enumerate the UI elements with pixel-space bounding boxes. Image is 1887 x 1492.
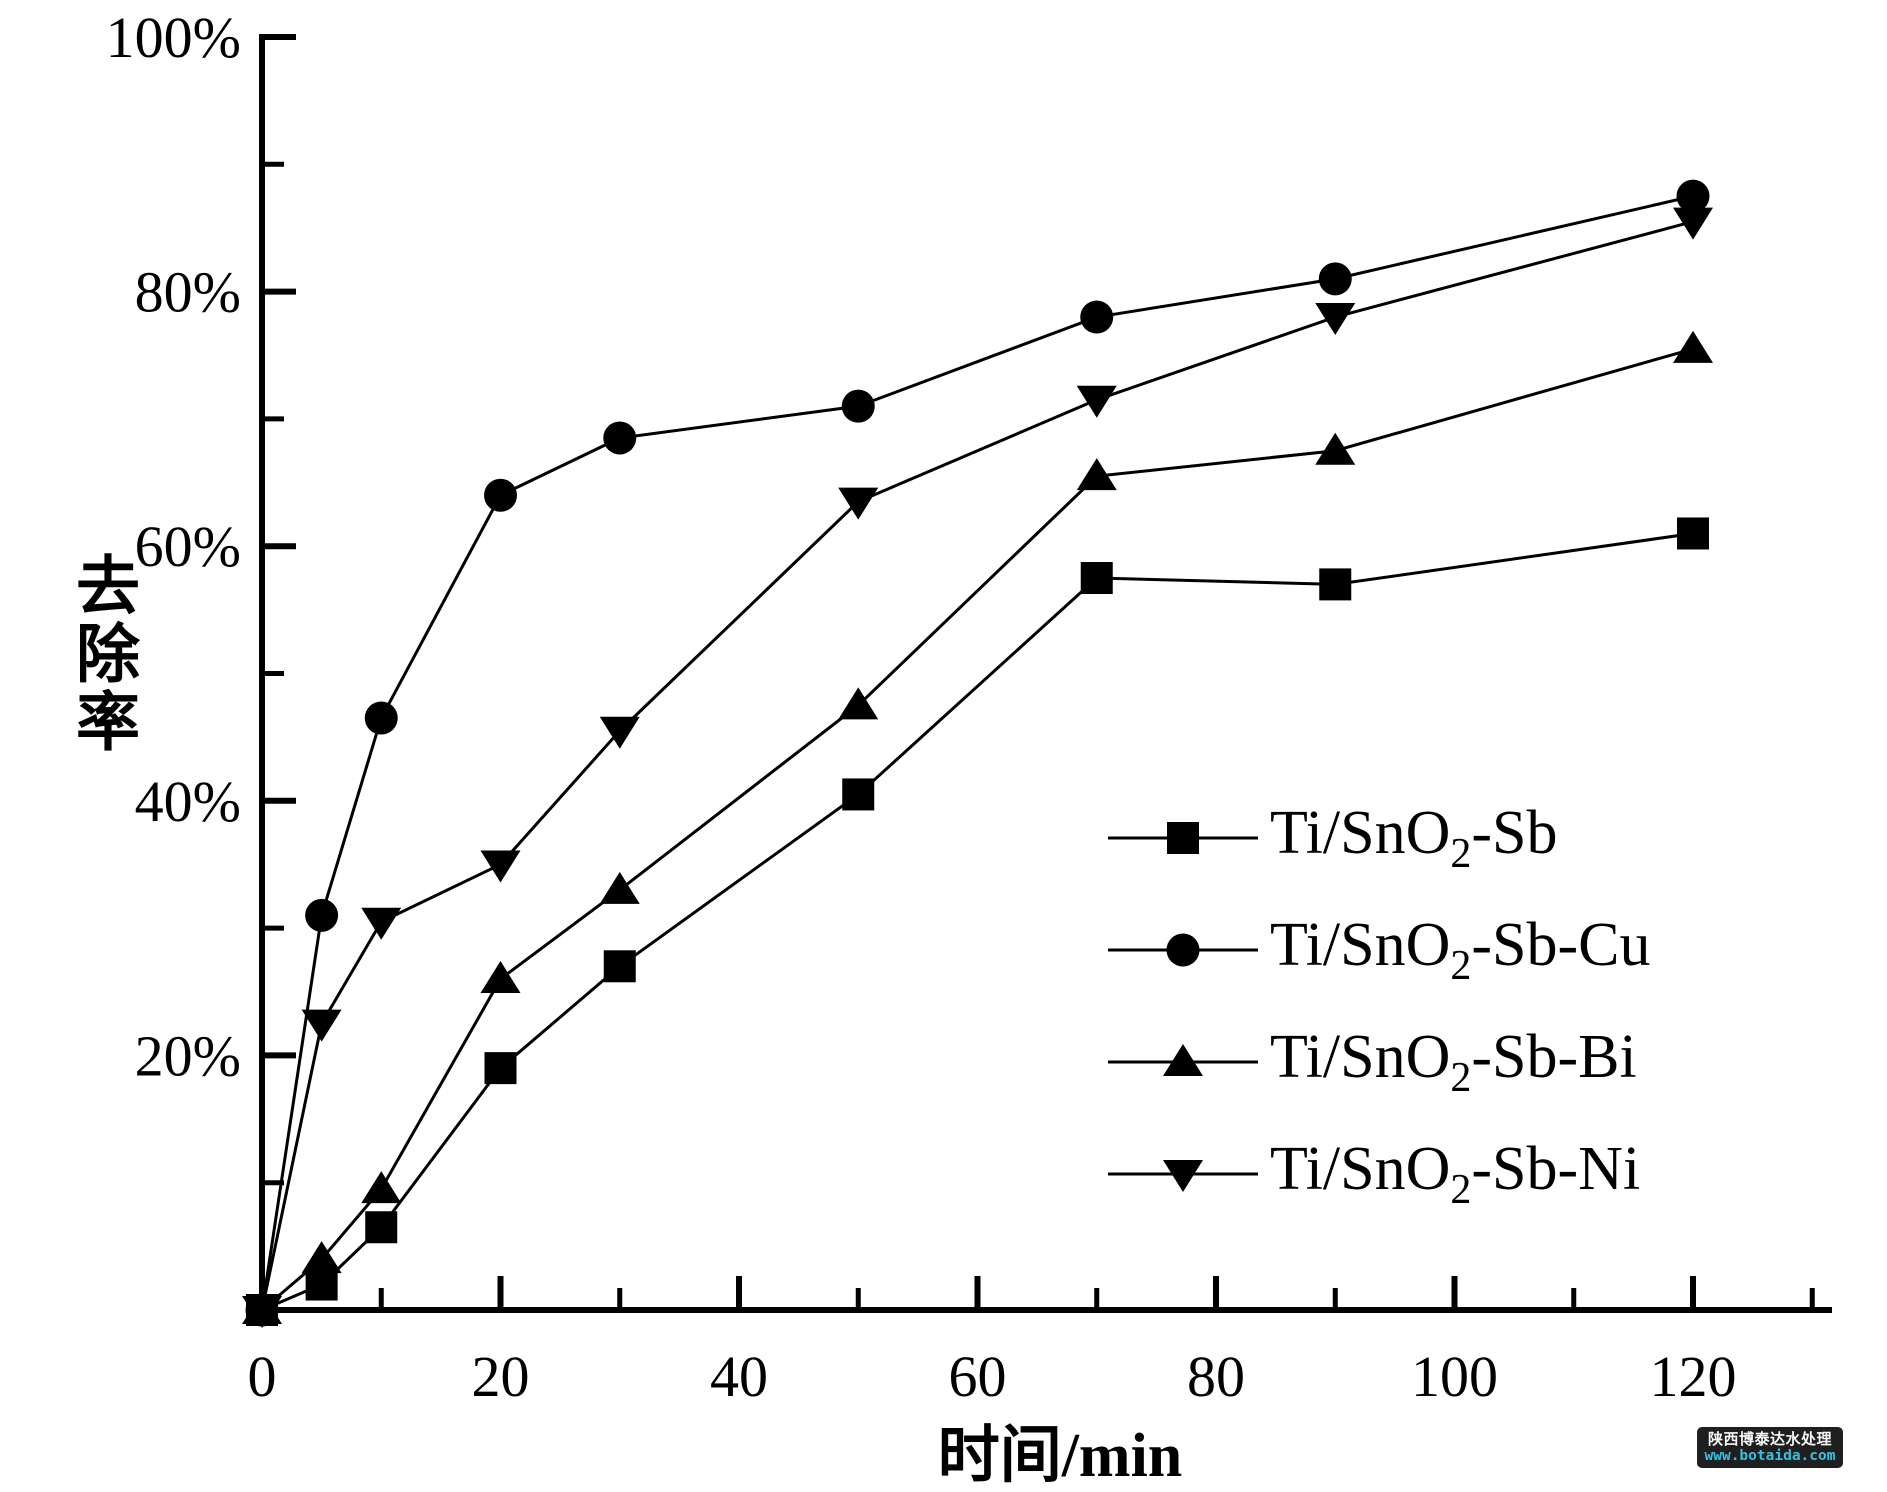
legend-marker-shape-circle <box>1166 933 1200 967</box>
legend-row-bi: Ti/SnO2-Sb-Bi <box>1108 1006 1651 1118</box>
x-axis-title: 时间/min <box>937 1422 1183 1490</box>
marker-triangle-up-bi <box>1673 330 1713 363</box>
legend-label-cu: Ti/SnO2-Sb-Cu <box>1270 910 1651 990</box>
legend-label-ni: Ti/SnO2-Sb-Ni <box>1270 1134 1640 1214</box>
marker-triangle-down-ni <box>599 716 640 749</box>
legend: Ti/SnO2-Sb Ti/SnO2-Sb-Cu Ti/SnO2-Sb-Bi Ti/S… <box>1108 782 1651 1230</box>
legend-label-part: Ti/SnO <box>1270 1023 1451 1091</box>
legend-label-part: -Sb-Ni <box>1471 1135 1641 1203</box>
legend-label-part: Ti/SnO <box>1270 799 1451 867</box>
legend-marker-bi <box>1108 1044 1258 1076</box>
marker-circle-cu <box>484 478 517 512</box>
marker-square-sb <box>365 1211 398 1244</box>
legend-marker-ni <box>1108 1160 1258 1192</box>
x-tick-label: 80 <box>1187 1344 1245 1409</box>
legend-label-part: -Sb-Bi <box>1471 1023 1637 1091</box>
marker-triangle-down-ni <box>301 1009 342 1042</box>
marker-triangle-up-bi <box>301 1241 342 1274</box>
x-tick-label: 0 <box>248 1344 277 1409</box>
legend-marker-shape-triangle-up <box>1163 1044 1203 1076</box>
x-tick-label: 120 <box>1650 1344 1737 1409</box>
legend-label-sb: Ti/SnO2-Sb <box>1270 798 1558 878</box>
legend-label-part: Ti/SnO <box>1270 1135 1451 1203</box>
legend-label-part: 2 <box>1450 1167 1472 1213</box>
marker-circle-cu <box>1676 179 1710 213</box>
marker-square-sb <box>1677 517 1709 550</box>
legend-label-part: 2 <box>1450 831 1472 877</box>
marker-circle-cu <box>305 898 339 932</box>
x-tick-label: 40 <box>710 1344 768 1409</box>
marker-triangle-down-ni <box>1673 207 1713 240</box>
legend-marker-cu <box>1108 933 1258 967</box>
marker-triangle-up-bi <box>480 961 521 994</box>
marker-square-sb <box>305 1268 338 1301</box>
legend-marker-sb <box>1108 822 1258 854</box>
legend-label-part: Ti/SnO <box>1270 911 1451 979</box>
marker-triangle-down-ni <box>361 907 402 940</box>
legend-label-bi: Ti/SnO2-Sb-Bi <box>1270 1022 1637 1102</box>
marker-circle-cu <box>603 421 637 455</box>
marker-triangle-up-bi <box>599 871 640 904</box>
marker-triangle-down-ni <box>480 850 521 883</box>
legend-row-cu: Ti/SnO2-Sb-Cu <box>1108 894 1651 1006</box>
marker-triangle-up-bi <box>838 687 879 720</box>
legend-row-sb: Ti/SnO2-Sb <box>1108 782 1651 894</box>
legend-label-part: 2 <box>1450 1055 1472 1101</box>
marker-triangle-down-ni <box>838 487 879 520</box>
y-tick-label: 40% <box>135 769 241 834</box>
legend-row-ni: Ti/SnO2-Sb-Ni <box>1108 1118 1651 1230</box>
marker-triangle-down-ni <box>1076 385 1117 418</box>
legend-label-part: -Sb-Cu <box>1471 911 1651 979</box>
marker-circle-cu <box>841 389 875 423</box>
watermark-text: 陕西博泰达水处理 <box>1707 1430 1832 1448</box>
y-tick-label: 100% <box>106 5 241 70</box>
legend-label-part: 2 <box>1450 943 1472 989</box>
legend-marker-shape-square <box>1167 822 1199 854</box>
marker-triangle-up-bi <box>1076 458 1117 491</box>
watermark-badge: 陕西博泰达水处理 www.botaida.com <box>1697 1427 1843 1468</box>
y-tick-label: 60% <box>135 514 241 579</box>
marker-square-sb <box>1319 568 1352 601</box>
watermark-url: www.botaida.com <box>1704 1447 1836 1464</box>
marker-square-sb <box>1080 562 1113 595</box>
y-tick-label: 20% <box>135 1023 241 1088</box>
legend-label-part: -Sb <box>1471 799 1558 867</box>
legend-marker-shape-triangle-down <box>1163 1160 1203 1192</box>
x-tick-label: 20 <box>472 1344 530 1409</box>
y-axis-title: 去除率 <box>67 552 138 756</box>
marker-square-sb <box>842 778 875 811</box>
marker-triangle-up-bi <box>361 1171 402 1204</box>
marker-circle-cu <box>1080 300 1114 334</box>
marker-square-sb <box>603 950 636 983</box>
marker-triangle-down-ni <box>1315 303 1356 336</box>
marker-circle-cu <box>1318 262 1352 296</box>
axes <box>259 34 1832 1313</box>
x-tick-label: 100 <box>1411 1344 1498 1409</box>
x-tick-label: 60 <box>949 1344 1007 1409</box>
marker-triangle-up-bi <box>1315 432 1356 465</box>
marker-circle-cu <box>364 701 398 735</box>
y-tick-label: 80% <box>135 260 241 325</box>
marker-square-sb <box>484 1052 517 1085</box>
